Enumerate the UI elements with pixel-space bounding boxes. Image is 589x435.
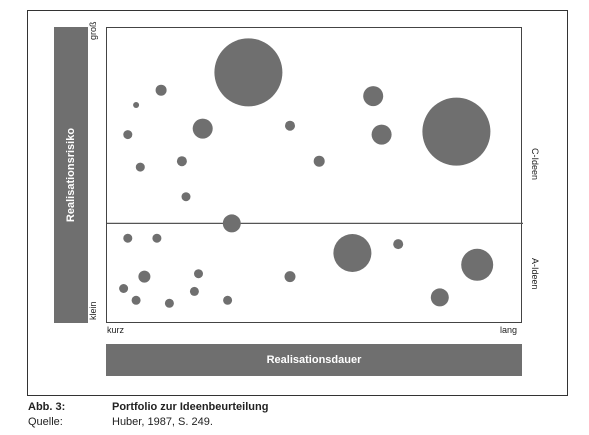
x-axis-title: Realisationsdauer xyxy=(266,354,362,366)
bubble-9 xyxy=(222,214,241,233)
caption-title: Portfolio zur Ideenbeurteilung xyxy=(112,401,269,413)
bubble-19 xyxy=(181,192,191,202)
bubble-28 xyxy=(133,102,140,108)
bubble-25 xyxy=(164,298,174,308)
bubble-17 xyxy=(123,130,133,140)
caption-abb-label: Abb. 3: xyxy=(28,401,66,413)
caption-source: Huber, 1987, S. 249. xyxy=(112,416,213,428)
y-tick-low: klein xyxy=(88,301,98,320)
x-tick-low: kurz xyxy=(107,325,125,335)
bubble-11 xyxy=(138,270,151,283)
bubble-2 xyxy=(422,97,491,166)
bubble-1 xyxy=(214,38,283,107)
bubble-15 xyxy=(393,239,404,250)
region-label-c: C-Ideen xyxy=(530,148,540,181)
bubble-10 xyxy=(155,84,167,96)
x-axis-title-band: Realisationsdauer xyxy=(106,344,522,376)
bubble-4 xyxy=(461,248,494,281)
bubble-22 xyxy=(152,233,162,243)
bubble-12 xyxy=(284,271,296,283)
bubble-24 xyxy=(131,295,141,305)
region-label-a: A-Ideen xyxy=(530,258,540,290)
bubble-20 xyxy=(194,269,203,279)
bubble-3 xyxy=(333,234,372,272)
bubble-8 xyxy=(430,288,449,307)
bubble-6 xyxy=(371,124,392,145)
y-axis-title-band: Realisationsrisiko xyxy=(54,27,88,323)
caption-quelle-label: Quelle: xyxy=(28,416,63,428)
bubble-18 xyxy=(135,162,145,172)
x-tick-high: lang xyxy=(500,325,518,335)
bubble-5 xyxy=(363,86,384,107)
bubble-chart-svg xyxy=(107,38,523,308)
plot-area xyxy=(106,27,523,323)
y-axis-title: Realisationsrisiko xyxy=(65,127,77,223)
bubble-27 xyxy=(223,295,233,305)
bubble-23 xyxy=(119,284,129,293)
bubble-16 xyxy=(176,156,187,167)
bubble-13 xyxy=(313,155,325,167)
bubble-26 xyxy=(189,286,199,296)
y-tick-high: groß xyxy=(88,21,98,40)
bubble-7 xyxy=(192,118,213,139)
bubble-21 xyxy=(123,233,133,243)
bubble-14 xyxy=(285,120,295,131)
